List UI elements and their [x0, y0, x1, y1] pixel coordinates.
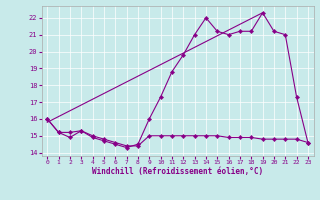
- X-axis label: Windchill (Refroidissement éolien,°C): Windchill (Refroidissement éolien,°C): [92, 167, 263, 176]
